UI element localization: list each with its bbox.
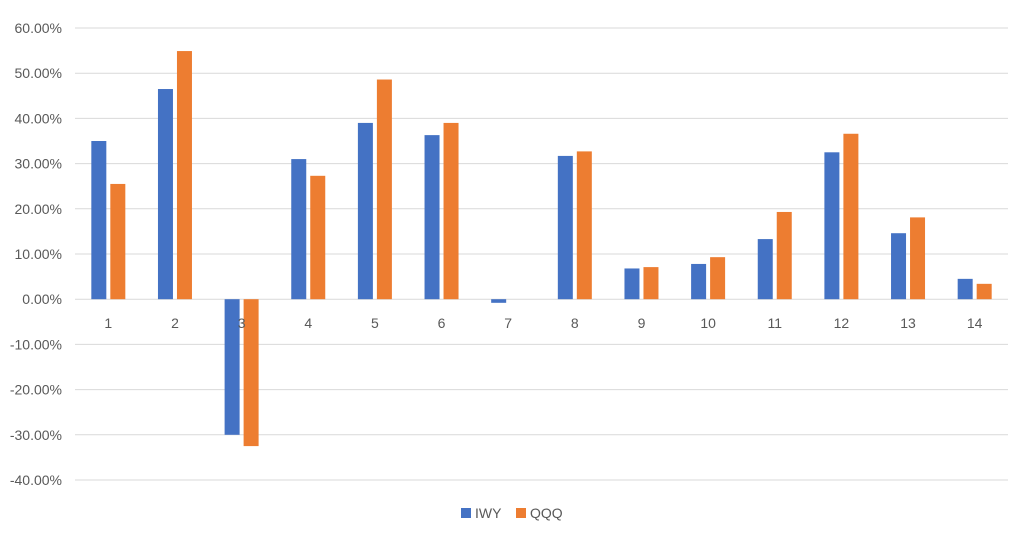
bar-qqq-3 xyxy=(243,299,259,447)
x-tick-label: 8 xyxy=(571,315,579,331)
bar-qqq-1 xyxy=(110,183,126,300)
bar-iwy-9 xyxy=(624,268,640,300)
x-tick-label: 13 xyxy=(900,315,916,331)
legend: IWY QQQ xyxy=(461,505,563,521)
y-tick-label: 20.00% xyxy=(15,201,62,217)
bar-qqq-14 xyxy=(976,283,992,300)
bar-iwy-11 xyxy=(757,239,773,300)
bars xyxy=(91,51,992,447)
legend-swatch-iwy xyxy=(461,508,471,518)
legend-label-qqq: QQQ xyxy=(530,505,563,521)
bar-qqq-8 xyxy=(576,151,592,300)
x-tick-label: 2 xyxy=(171,315,179,331)
y-tick-label: 10.00% xyxy=(15,246,62,262)
bar-iwy-7 xyxy=(491,299,507,303)
legend-swatch-qqq xyxy=(516,508,526,518)
bar-qqq-10 xyxy=(710,257,726,300)
x-tick-label: 10 xyxy=(700,315,716,331)
y-tick-label: -40.00% xyxy=(10,472,62,488)
bar-qqq-11 xyxy=(776,211,792,300)
bar-iwy-8 xyxy=(557,155,573,300)
bar-iwy-3 xyxy=(224,299,240,435)
x-axis-ticks: 1 2 3 4 5 6 7 8 9 10 11 12 13 14 xyxy=(104,315,982,331)
legend-label-iwy: IWY xyxy=(475,505,502,521)
x-tick-label: 4 xyxy=(304,315,312,331)
bar-iwy-4 xyxy=(291,159,307,300)
bar-iwy-6 xyxy=(424,135,440,300)
y-tick-label: 50.00% xyxy=(15,65,62,81)
bar-iwy-14 xyxy=(957,278,973,300)
bar-qqq-2 xyxy=(176,51,192,300)
bar-iwy-13 xyxy=(891,233,907,300)
y-tick-label: -30.00% xyxy=(10,427,62,443)
bar-iwy-1 xyxy=(91,141,107,300)
bar-qqq-5 xyxy=(376,79,392,300)
x-tick-label: 3 xyxy=(238,315,246,331)
x-tick-label: 9 xyxy=(638,315,646,331)
x-tick-label: 11 xyxy=(767,315,782,331)
y-tick-label: 30.00% xyxy=(15,156,62,172)
bar-iwy-10 xyxy=(691,263,707,300)
bar-qqq-4 xyxy=(310,175,326,300)
x-tick-label: 5 xyxy=(371,315,379,331)
x-tick-label: 12 xyxy=(834,315,850,331)
x-tick-label: 14 xyxy=(967,315,983,331)
bar-iwy-2 xyxy=(157,89,173,300)
bar-iwy-5 xyxy=(357,122,373,300)
y-tick-label: -10.00% xyxy=(10,336,62,352)
x-tick-label: 1 xyxy=(104,315,112,331)
y-axis-ticks: 60.00% 50.00% 40.00% 30.00% 20.00% 10.00% 0.00… xyxy=(10,20,62,488)
bar-qqq-9 xyxy=(643,267,659,300)
y-tick-label: 60.00% xyxy=(15,20,62,36)
gridlines xyxy=(75,27,1008,481)
y-tick-label: 40.00% xyxy=(15,110,62,126)
bar-qqq-6 xyxy=(443,122,459,300)
x-tick-label: 7 xyxy=(504,315,512,331)
y-tick-label: 0.00% xyxy=(22,291,62,307)
bar-iwy-12 xyxy=(824,152,840,300)
bar-qqq-13 xyxy=(910,217,926,300)
y-tick-label: -20.00% xyxy=(10,382,62,398)
bar-qqq-12 xyxy=(843,133,859,300)
x-tick-label: 6 xyxy=(438,315,446,331)
